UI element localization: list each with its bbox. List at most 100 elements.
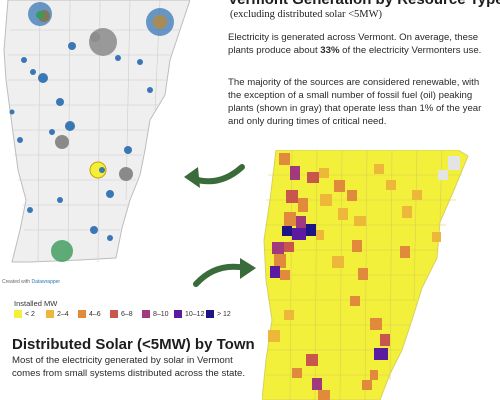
town [438, 170, 448, 180]
town [282, 226, 292, 236]
town [268, 330, 280, 342]
town [316, 230, 324, 240]
legend-item: 6–8 [110, 310, 140, 318]
paragraph1-text-start: Electricity is generated across Vermont.… [228, 32, 479, 56]
legend-item: 10–12 [174, 310, 204, 318]
town [380, 334, 390, 346]
site-oil [119, 167, 133, 181]
site-hydro [38, 73, 48, 83]
site-hydro [56, 98, 64, 106]
town [370, 370, 378, 380]
town [319, 168, 329, 178]
legend-swatch [110, 310, 118, 318]
town [284, 242, 294, 252]
town [402, 206, 412, 218]
town [306, 224, 316, 236]
site-hydro [9, 109, 15, 115]
site-hydro [27, 207, 33, 213]
town [292, 228, 306, 240]
town [362, 380, 372, 390]
town [306, 354, 318, 366]
town [448, 156, 460, 170]
top-paragraph-1: Electricity is generated across Vermont.… [228, 31, 490, 57]
town [284, 212, 296, 226]
towns [268, 153, 460, 400]
site-hydro [107, 235, 113, 241]
town [318, 390, 330, 400]
bottom-paragraph: Most of the electricity generated by sol… [12, 355, 245, 379]
arrow-to-top-map [184, 164, 245, 188]
legend: < 2 2–4 4–6 6–8 8–10 10–12 > 12 [14, 310, 236, 318]
town [312, 378, 322, 390]
legend-label: > 12 [217, 310, 231, 318]
town [370, 318, 382, 330]
site-hydro [57, 197, 63, 203]
town [296, 216, 306, 228]
town [272, 242, 284, 254]
town [352, 240, 362, 252]
top-title: Vermont Generation by Resource Type [228, 0, 500, 8]
town [286, 190, 298, 203]
arrow-to-bottom-map [193, 258, 256, 287]
town [274, 254, 286, 268]
site-hydro [115, 55, 121, 61]
town [270, 266, 280, 278]
town [338, 208, 348, 220]
site-hydro [99, 167, 105, 173]
site-hydro [68, 42, 76, 50]
legend-label: 8–10 [153, 310, 169, 318]
town [374, 164, 384, 174]
town [332, 256, 344, 268]
town [280, 270, 290, 280]
paragraph1-text-end: of the electricity Vermonters use. [339, 45, 482, 56]
town [307, 172, 319, 183]
site-hydro [17, 137, 23, 143]
town [279, 153, 290, 165]
town [432, 232, 441, 242]
site-wind [153, 15, 167, 29]
solar-by-town-map [262, 150, 469, 400]
town [292, 368, 302, 378]
site-hydro [49, 129, 55, 135]
legend-item: 2–4 [46, 310, 76, 318]
paragraph1-bold-value: 33% [320, 45, 340, 56]
town [374, 348, 388, 360]
site-hydro [137, 59, 143, 65]
generation-sites [9, 2, 174, 262]
town [320, 194, 332, 206]
legend-label: < 2 [25, 310, 35, 318]
site-oil [55, 135, 69, 149]
site-hydro [124, 146, 132, 154]
site-hydro [106, 190, 114, 198]
datawrapper-credit[interactable]: Created with Datawrapper [2, 279, 60, 285]
legend-item: > 12 [206, 310, 236, 318]
site-hydro [147, 87, 153, 93]
town [347, 190, 357, 201]
site-hydro [30, 69, 36, 75]
town [358, 268, 368, 280]
town [412, 190, 422, 200]
legend-swatch [14, 310, 22, 318]
legend-item: 8–10 [142, 310, 172, 318]
credit-brand[interactable]: Datawrapper [31, 279, 61, 285]
site-hydro [21, 57, 27, 63]
town [354, 216, 366, 226]
town [284, 310, 294, 320]
town [400, 246, 410, 258]
legend-swatch [78, 310, 86, 318]
legend-title: Installed MW [14, 299, 58, 308]
legend-swatch [174, 310, 182, 318]
site-solar [89, 161, 107, 179]
site-hydro [90, 226, 98, 234]
legend-label: 4–6 [89, 310, 101, 318]
legend-swatch [142, 310, 150, 318]
town [290, 166, 300, 180]
legend-item: 4–6 [78, 310, 108, 318]
town [386, 180, 396, 190]
legend-label: 6–8 [121, 310, 133, 318]
site-oil [89, 28, 117, 56]
site-biomass [51, 240, 73, 262]
top-paragraph-2: The majority of the sources are consider… [228, 77, 482, 127]
legend-item: < 2 [14, 310, 44, 318]
site-biomass [36, 11, 44, 19]
